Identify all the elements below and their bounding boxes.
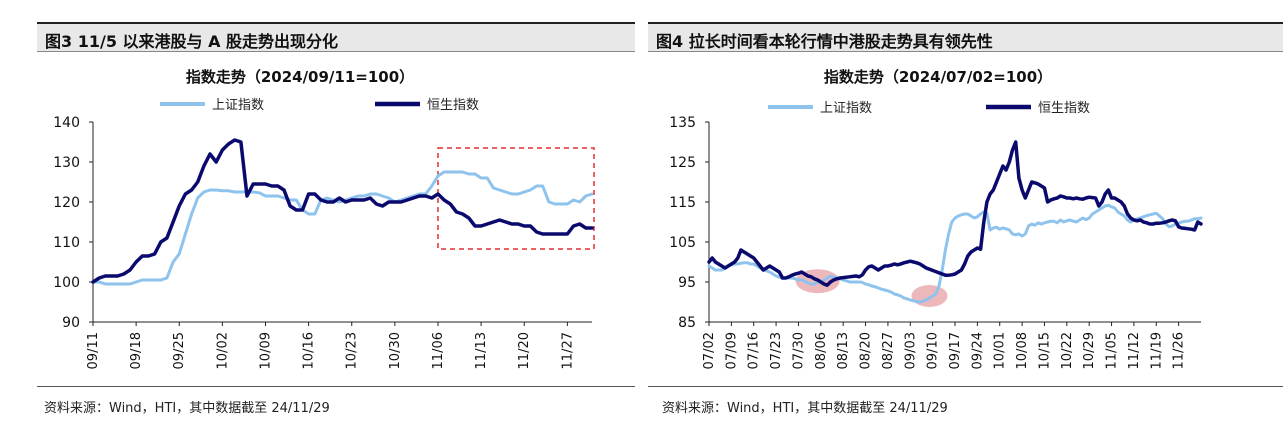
figure-3-source: 资料来源：Wind，HTI，其中数据截至 24/11/29 [44,401,330,416]
x-tick-label: 08/27 [881,332,896,369]
y-tick-label: 95 [678,275,696,291]
figure-3-header: 图3 11/5 以来港股与 A 股走势出现分化 [37,22,635,52]
chart-title: 指数走势（2024/07/02=100） [824,68,1052,86]
figure-3-source-rule [37,386,635,387]
x-tick-label: 11/19 [1149,332,1164,369]
figure-4-header: 图4 拉长时间看本轮行情中港股走势具有领先性 [648,22,1283,52]
x-tick-label: 11/27 [560,332,575,369]
x-tick-label: 10/30 [388,332,403,369]
y-tick-label: 140 [53,115,80,131]
x-tick-label: 10/23 [345,332,360,369]
highlight-ellipse-september [911,285,948,307]
y-tick-label: 130 [53,155,80,171]
x-tick-label: 10/16 [302,332,317,369]
x-tick-label: 11/26 [1172,332,1187,369]
y-tick-label: 105 [669,235,696,251]
x-tick-label: 07/02 [702,332,717,369]
x-tick-label: 10/09 [258,332,273,369]
figure-3-title: 图3 11/5 以来港股与 A 股走势出现分化 [45,32,339,51]
x-tick-label: 07/09 [724,332,739,369]
x-tick-label: 11/20 [517,332,532,369]
x-tick-label: 09/25 [172,332,187,369]
figure-4-title: 图4 拉长时间看本轮行情中港股走势具有领先性 [656,32,993,51]
x-tick-label: 08/06 [814,332,829,369]
series-line-shanghai [91,170,594,286]
series-line-hangseng [91,138,594,284]
x-tick-label: 09/18 [129,332,144,369]
figure-4-chart: 指数走势（2024/07/02=100） 上证指数 恒生指数 85 95 105 115 12… [669,68,1203,369]
figure-4-source: 资料来源：Wind，HTI，其中数据截至 24/11/29 [662,401,948,416]
x-tick-label: 07/23 [769,332,784,369]
x-tick-label: 09/10 [926,332,941,369]
legend-label-shanghai: 上证指数 [820,101,872,116]
x-tick-label: 10/01 [993,332,1008,369]
x-tick-label: 08/20 [859,332,874,369]
x-tick-label: 08/13 [836,332,851,369]
x-tick-label: 07/16 [747,332,762,369]
x-tick-label: 11/13 [474,332,489,369]
x-tick-label: 10/22 [1060,332,1075,369]
x-tick-label: 10/02 [215,332,230,369]
x-tick-label: 11/12 [1127,332,1142,369]
y-tick-label: 115 [669,195,696,211]
x-tick-label: 09/24 [970,332,985,369]
figure-3-panel: 图3 11/5 以来港股与 A 股走势出现分化 指数走势（2024/09/11=… [0,0,635,439]
y-tick-label: 100 [53,275,80,291]
x-tick-label: 10/15 [1037,332,1052,369]
figure-4-panel: 图4 拉长时间看本轮行情中港股走势具有领先性 指数走势（2024/07/02=1… [648,0,1283,439]
legend-label-hangseng: 恒生指数 [427,98,479,113]
series-line-hangseng [707,140,1203,287]
chart-title: 指数走势（2024/09/11=100） [186,68,414,86]
legend-label-shanghai: 上证指数 [212,98,264,113]
x-tick-label: 09/11 [86,332,101,369]
y-tick-label: 110 [53,235,80,251]
x-tick-label: 10/29 [1082,332,1097,369]
figure-4-source-rule [648,386,1283,387]
figure-3-chart: 指数走势（2024/09/11=100） 上证指数 恒生指数 90 100 110 120 1… [53,68,595,369]
y-tick-label: 120 [53,195,80,211]
x-tick-label: 11/05 [1105,332,1120,369]
y-tick-label: 125 [669,155,696,171]
x-tick-label: 09/17 [948,332,963,369]
y-tick-label: 90 [62,315,80,331]
x-tick-label: 07/30 [791,332,806,369]
divergence-highlight-box [437,147,595,250]
series-line-shanghai [707,203,1203,304]
y-tick-label: 85 [678,315,696,331]
x-tick-label: 11/06 [431,332,446,369]
x-tick-label: 10/08 [1015,332,1030,369]
x-tick-label: 09/03 [903,332,918,369]
legend-label-hangseng: 恒生指数 [1038,101,1090,116]
y-tick-label: 135 [669,115,696,131]
